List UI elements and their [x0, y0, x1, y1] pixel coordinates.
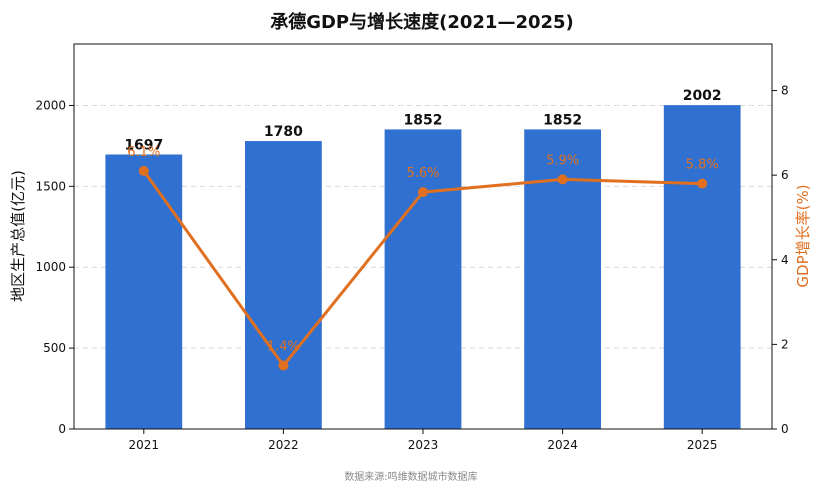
data-labels: 1697 1780 1852 1852 2002 6.1% 1.4% 5.6% 5.9% 5.8%: [124, 88, 721, 354]
growth-point-2025: [697, 178, 708, 189]
bar-2021: [105, 154, 183, 429]
y-right-tick-label: 6: [781, 168, 789, 182]
growth-line-series: [138, 165, 708, 371]
growth-point-2024: [557, 174, 568, 185]
growth-point-2021: [138, 165, 149, 176]
x-tick-label: 2022: [268, 438, 299, 452]
y-left-tick-label: 2000: [35, 98, 66, 112]
growth-value-label: 5.9%: [546, 153, 579, 168]
y-right-tick-label: 0: [781, 422, 789, 436]
bar-2023: [384, 129, 462, 430]
y-right-tick-label: 2: [781, 337, 789, 351]
bar-value-label: 1697: [124, 137, 163, 153]
bar-2024: [524, 129, 601, 430]
y-right-tick-label: 8: [781, 84, 789, 98]
y-left-tick-label: 1000: [35, 260, 66, 274]
x-tick-label: 2023: [408, 438, 439, 452]
growth-value-label: 5.8%: [686, 158, 719, 173]
growth-value-label: 6.1%: [127, 145, 160, 160]
y-left-tick-label: 500: [43, 341, 66, 355]
x-tick-label: 2024: [547, 438, 578, 452]
growth-point-2023: [418, 187, 428, 198]
growth-point-2022: [278, 360, 289, 371]
bar-value-label: 2002: [683, 88, 722, 104]
y-axis-right-label: GDP增长率(%): [794, 184, 812, 287]
bar-value-label: 1852: [404, 112, 443, 128]
growth-value-label: 1.4%: [267, 340, 300, 355]
axes: 0 500 1000 1500 2000 0 2 4 6 8 2021 2022 2023 2024 202…: [35, 43, 789, 452]
y-left-tick-label: 1500: [35, 179, 66, 193]
x-tick-label: 2025: [687, 438, 718, 452]
x-tick-label: 2021: [129, 438, 160, 452]
y-right-tick-label: 4: [781, 253, 789, 267]
bar-value-label: 1852: [543, 112, 582, 128]
growth-value-label: 5.6%: [406, 166, 439, 181]
bar-value-label: 1780: [264, 124, 303, 140]
y-axis-left-label: 地区生产总值(亿元): [9, 170, 27, 302]
source-note: 数据来源:鸣维数据城市数据库: [344, 470, 477, 483]
y-left-tick-label: 0: [58, 422, 66, 436]
bar-2025: [663, 105, 741, 429]
chart-title: 承德GDP与增长速度(2021—2025): [270, 11, 574, 33]
bar-2022: [245, 141, 322, 429]
